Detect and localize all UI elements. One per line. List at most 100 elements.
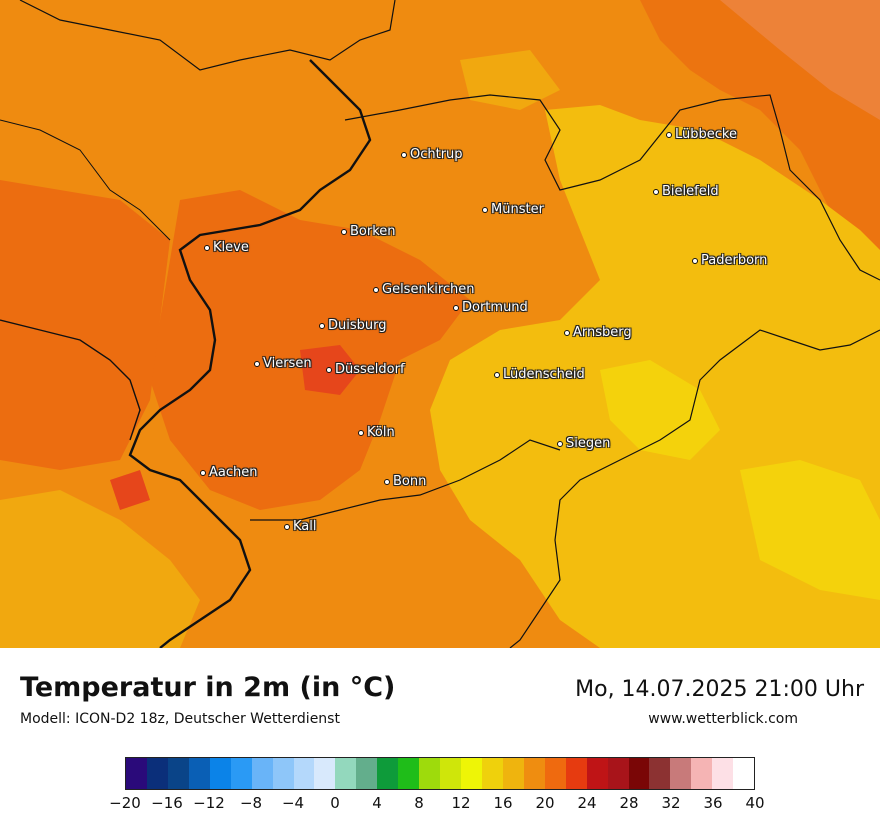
scale-tick-label: 40 — [745, 794, 765, 812]
scale-tick-label: −4 — [281, 794, 305, 812]
temperature-field — [0, 0, 880, 648]
city-label: Lübbecke — [675, 127, 737, 142]
border-state-east — [509, 329, 880, 648]
scale-ticks: −20 −16 −12 −8 −4 0 4 8 12 16 20 24 28 32 36 40 — [0, 794, 880, 818]
city-marker: Siegen — [557, 436, 610, 451]
city-marker: Arnsberg — [564, 325, 632, 340]
city-marker: Bielefeld — [653, 184, 719, 199]
city-label: Gelsenkirchen — [382, 282, 475, 297]
scale-segment — [586, 758, 608, 789]
city-marker: Viersen — [254, 356, 312, 371]
scale-segment — [188, 758, 210, 789]
forecast-datetime: Mo, 14.07.2025 21:00 Uhr — [575, 677, 864, 702]
scale-segment — [398, 758, 420, 789]
city-dot — [204, 244, 210, 251]
scale-segment — [419, 758, 441, 789]
city-marker: Düsseldorf — [326, 362, 405, 377]
amber-patch-north — [460, 50, 560, 110]
city-label: Kall — [293, 519, 317, 534]
city-dot — [401, 151, 407, 158]
city-marker: Münster — [482, 202, 544, 217]
scale-segment — [544, 758, 566, 789]
border-germany-west — [128, 59, 372, 648]
amber-patch-southwest — [0, 490, 200, 648]
border-province — [0, 119, 171, 241]
scale-segment — [565, 758, 587, 789]
scale-tick-label: 0 — [330, 794, 340, 812]
scale-tick-label: 24 — [577, 794, 597, 812]
city-label: Paderborn — [701, 253, 768, 268]
warm-zone-netherlands — [0, 180, 170, 470]
scale-segment — [440, 758, 461, 789]
city-marker: Paderborn — [692, 253, 767, 268]
scale-segment — [733, 758, 755, 789]
city-marker: Bonn — [384, 474, 426, 489]
scale-segment — [356, 758, 378, 789]
scale-tick-label: 28 — [619, 794, 639, 812]
scale-segment — [691, 758, 713, 789]
cool-spot-sauerland — [600, 360, 720, 460]
scale-segment — [314, 758, 336, 789]
scale-tick-label: 16 — [493, 794, 513, 812]
border-state-south — [250, 439, 561, 521]
border-north — [19, 0, 396, 71]
scale-tick-label: 12 — [451, 794, 471, 812]
city-label: Duisburg — [328, 318, 387, 333]
city-dot — [200, 469, 206, 476]
scale-segment — [251, 758, 273, 789]
city-marker: Duisburg — [319, 318, 387, 333]
scale-segment — [712, 758, 734, 789]
scale-tick-label: 20 — [535, 794, 555, 812]
city-dot — [666, 131, 672, 138]
city-dot — [482, 206, 488, 213]
scale-segment — [502, 758, 524, 789]
city-dot — [453, 304, 459, 311]
city-label: Ochtrup — [410, 147, 463, 162]
temperature-map: Ochtrup Lübbecke Bielefeld Münster Borke… — [0, 0, 880, 648]
city-dot — [284, 523, 290, 530]
city-dot — [254, 360, 260, 367]
city-dot — [373, 286, 379, 293]
city-dot — [341, 228, 347, 235]
city-marker: Lüdenscheid — [494, 367, 585, 382]
border-state-north — [344, 94, 880, 281]
scale-segment — [628, 758, 650, 789]
city-dot — [564, 329, 570, 336]
website-credit: www.wetterblick.com — [648, 711, 798, 727]
scale-tick-label: −20 — [109, 794, 141, 812]
scale-segment — [523, 758, 545, 789]
scale-segment — [607, 758, 629, 789]
city-marker: Dortmund — [453, 300, 528, 315]
city-label: Borken — [350, 224, 396, 239]
city-label: Arnsberg — [573, 325, 632, 340]
map-title: Temperatur in 2m (in °C) — [20, 672, 396, 703]
scale-tick-label: 8 — [414, 794, 424, 812]
scale-tick-label: −12 — [193, 794, 225, 812]
scale-segment — [146, 758, 168, 789]
city-marker: Köln — [358, 425, 395, 440]
city-marker: Kall — [284, 519, 317, 534]
city-dot — [384, 478, 390, 485]
city-label: Düsseldorf — [335, 362, 405, 377]
city-marker: Gelsenkirchen — [373, 282, 475, 297]
scale-segment — [126, 758, 147, 789]
city-label: Köln — [367, 425, 395, 440]
scale-tick-label: 36 — [703, 794, 723, 812]
scale-segment — [481, 758, 503, 789]
scale-segment — [335, 758, 357, 789]
city-label: Lüdenscheid — [503, 367, 585, 382]
scale-segment — [293, 758, 315, 789]
city-label: Aachen — [209, 465, 258, 480]
scale-segment — [230, 758, 252, 789]
city-label: Dortmund — [462, 300, 528, 315]
cool-spot-southeast — [740, 460, 880, 600]
city-dot — [653, 188, 659, 195]
city-marker: Kleve — [204, 240, 249, 255]
city-dot — [319, 322, 325, 329]
city-label: Kleve — [213, 240, 249, 255]
hot-spot-aachen — [110, 470, 150, 510]
city-label: Münster — [491, 202, 544, 217]
model-source: Modell: ICON-D2 18z, Deutscher Wetterdie… — [20, 711, 340, 727]
scale-segment — [461, 758, 482, 789]
city-dot — [358, 429, 364, 436]
